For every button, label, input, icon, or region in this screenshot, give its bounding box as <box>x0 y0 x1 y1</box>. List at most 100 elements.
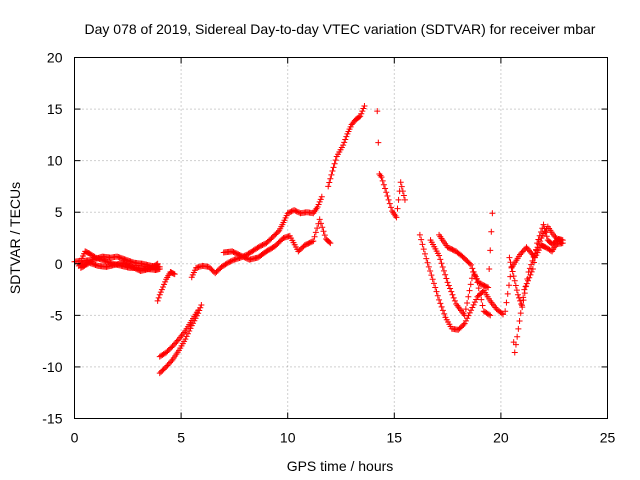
y-tick-label: 0 <box>55 256 63 272</box>
data-point <box>378 174 385 181</box>
data-point <box>471 299 478 306</box>
data-point <box>469 304 476 311</box>
data-point <box>400 192 407 199</box>
y-tick-label: -5 <box>50 307 63 323</box>
data-point <box>319 224 326 231</box>
data-point <box>317 196 324 203</box>
data-point <box>447 285 454 292</box>
data-point <box>168 358 175 365</box>
y-tick-label: 10 <box>47 153 63 169</box>
data-point <box>311 233 318 240</box>
data-point <box>165 361 172 368</box>
data-point <box>461 320 468 327</box>
data-point <box>386 200 393 207</box>
data-point <box>470 268 477 275</box>
data-point <box>434 292 441 299</box>
plot-frame <box>74 57 608 419</box>
data-point <box>461 312 468 319</box>
data-point <box>448 288 455 295</box>
data-point <box>164 362 171 369</box>
data-point <box>399 188 406 195</box>
data-point <box>228 257 235 264</box>
data-point <box>155 294 162 301</box>
data-point <box>161 281 168 288</box>
data-point <box>227 258 234 265</box>
data-point <box>526 265 533 272</box>
data-point <box>393 214 400 221</box>
data-point <box>436 252 443 259</box>
data-point <box>520 294 527 301</box>
data-point <box>439 264 446 271</box>
data-point <box>444 279 451 286</box>
series-upper-branch <box>156 307 202 360</box>
x-tick-label: 5 <box>177 430 185 446</box>
data-point <box>314 204 321 211</box>
data-point <box>438 260 445 267</box>
data-point <box>154 260 161 267</box>
data-point <box>259 242 266 249</box>
data-point <box>425 263 432 270</box>
data-point <box>387 204 394 211</box>
data-point <box>468 307 475 314</box>
data-point <box>328 171 335 178</box>
data-point <box>359 108 366 115</box>
data-point <box>327 175 334 182</box>
data-point <box>487 312 494 319</box>
data-point <box>530 259 537 266</box>
data-point <box>158 286 165 293</box>
data-point <box>503 299 510 306</box>
data-point <box>315 201 322 208</box>
data-point <box>163 363 170 370</box>
data-point <box>161 365 168 372</box>
data-point <box>506 282 513 289</box>
data-point <box>521 286 528 293</box>
data-point <box>536 232 543 239</box>
data-point <box>172 340 179 347</box>
data-point <box>325 183 332 190</box>
data-point <box>312 229 319 236</box>
data-point <box>512 282 519 289</box>
data-point <box>168 344 175 351</box>
data-point <box>518 301 525 308</box>
data-point <box>479 302 486 309</box>
data-point <box>401 196 408 203</box>
data-point <box>450 294 457 301</box>
data-point <box>511 349 518 356</box>
data-point <box>429 276 436 283</box>
data-point <box>440 267 447 274</box>
data-point <box>223 260 230 267</box>
data-point <box>438 303 445 310</box>
data-point <box>529 265 536 272</box>
data-point <box>466 309 473 316</box>
data-point <box>326 179 333 186</box>
data-point <box>509 268 516 275</box>
data-point <box>439 307 446 314</box>
y-tick-label: 15 <box>47 101 63 117</box>
x-axis-label: GPS time / hours <box>287 458 394 474</box>
y-tick-labels: -15 -10 -5 0 5 10 15 20 <box>42 50 62 427</box>
data-point <box>394 205 401 212</box>
data-point <box>516 318 523 325</box>
data-point <box>382 185 389 192</box>
data-point <box>468 275 475 282</box>
data-point <box>534 240 541 247</box>
data-point <box>470 301 477 308</box>
data-point <box>483 283 490 290</box>
data-point <box>512 341 519 348</box>
data-point <box>451 297 458 304</box>
data-point <box>469 265 476 272</box>
data-point <box>174 337 181 344</box>
data-point <box>288 208 295 215</box>
data-point <box>541 225 548 232</box>
y-tick-label: 5 <box>55 204 63 220</box>
data-point <box>380 181 387 188</box>
data-point <box>182 336 189 343</box>
data-point <box>157 289 164 296</box>
data-point <box>309 238 316 245</box>
series-post-peak <box>374 108 408 221</box>
data-point <box>514 291 521 298</box>
data-point <box>170 270 177 277</box>
data-point <box>379 177 386 184</box>
data-point <box>385 196 392 203</box>
